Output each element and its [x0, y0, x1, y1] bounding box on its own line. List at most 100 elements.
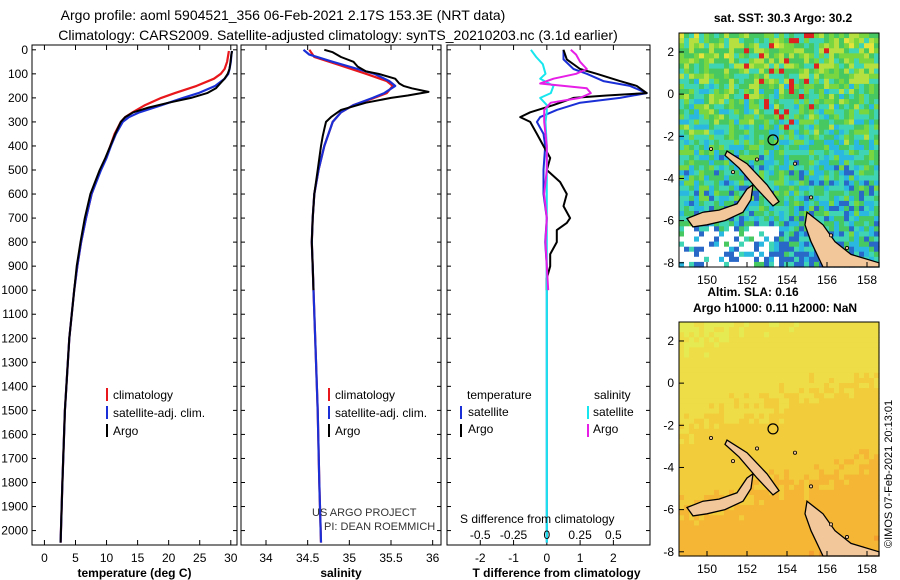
map-cell — [824, 211, 830, 217]
map-cell — [744, 357, 750, 364]
map-cell — [694, 495, 700, 501]
map-cell — [694, 515, 700, 521]
map-cell — [739, 352, 745, 359]
map-cell — [804, 322, 810, 328]
map-cell — [714, 367, 720, 374]
map-cell — [684, 393, 690, 399]
map-cell — [684, 388, 690, 394]
map-cell — [874, 510, 880, 516]
map-cell — [689, 43, 695, 49]
map-cell — [734, 505, 740, 511]
map-cell — [729, 241, 735, 248]
map-cell — [779, 357, 785, 364]
map-cell — [774, 53, 780, 59]
map-cell — [684, 510, 690, 516]
map-cell — [749, 535, 755, 542]
map-cell — [849, 99, 855, 105]
legend-label-satellite: satellite-adj. clim. — [335, 406, 427, 420]
map-cell — [689, 520, 695, 527]
map-cell — [819, 160, 825, 166]
map-cell — [839, 185, 845, 192]
map-cell — [779, 139, 785, 146]
map-cell — [744, 367, 750, 374]
map-cell — [864, 322, 870, 328]
map-cell — [864, 83, 870, 90]
map-cell — [789, 68, 795, 75]
map-cell — [844, 505, 850, 511]
legend-swatch-t-argo — [460, 424, 462, 437]
map-cell — [689, 94, 695, 100]
map-cell — [689, 58, 695, 65]
map-cell — [779, 322, 785, 328]
map-cell — [824, 221, 830, 227]
map-cell — [744, 58, 750, 65]
map-cell — [854, 403, 860, 410]
map-cell — [774, 322, 780, 328]
map-cell — [789, 337, 795, 343]
x-tick-label: 0 — [41, 551, 48, 565]
map-cell — [684, 99, 690, 105]
map-cell — [809, 444, 815, 450]
map-cell — [734, 378, 740, 384]
map-cell — [794, 119, 800, 126]
map-cell — [829, 393, 835, 399]
map-cell — [764, 155, 770, 161]
map-cell — [784, 129, 790, 136]
map-cell — [689, 408, 695, 415]
map-cell — [694, 185, 700, 192]
map-cell — [854, 357, 860, 364]
map-cell — [819, 200, 825, 207]
map-cell — [854, 372, 860, 379]
map-cell — [754, 388, 760, 394]
map-cell — [869, 104, 875, 110]
map-cell — [814, 352, 820, 359]
map-cell — [849, 206, 855, 212]
map-cell — [744, 337, 750, 343]
lon-tick-label: 158 — [857, 273, 877, 287]
map-cell — [724, 114, 730, 121]
map-cell — [714, 165, 720, 171]
map-cell — [689, 515, 695, 521]
map-cell — [824, 175, 830, 182]
map-cell — [689, 378, 695, 384]
map-cell — [864, 231, 870, 238]
map-cell — [804, 540, 810, 547]
map-cell — [829, 63, 835, 70]
map-cell — [834, 388, 840, 394]
map-cell — [794, 433, 800, 440]
map-cell — [724, 413, 730, 420]
map-cell — [754, 383, 760, 389]
map-cell — [704, 428, 710, 435]
map-cell — [774, 337, 780, 343]
map-cell — [839, 144, 845, 151]
map-cell — [724, 251, 730, 258]
map-cell — [864, 479, 870, 486]
map-cell — [859, 454, 865, 460]
lat-tick-label: -6 — [663, 214, 674, 228]
map-cell — [809, 119, 815, 126]
map-cell — [699, 322, 705, 328]
map-cell — [844, 372, 850, 379]
map-cell — [749, 68, 755, 75]
map-cell — [709, 104, 715, 110]
map-cell — [864, 393, 870, 399]
map-cell — [804, 535, 810, 542]
s-difference-label: S difference from climatology — [460, 512, 615, 526]
map-cell — [714, 68, 720, 75]
map-cell — [684, 261, 690, 268]
map-cell — [679, 43, 685, 49]
map-cell — [844, 211, 850, 217]
map-cell — [694, 200, 700, 207]
map-cell — [689, 206, 695, 212]
map-cell — [869, 408, 875, 415]
map-cell — [764, 241, 770, 248]
map-cell — [854, 474, 860, 481]
map-cell — [834, 119, 840, 126]
map-cell — [849, 170, 855, 176]
map-cell — [864, 109, 870, 115]
map-cell — [759, 510, 765, 516]
s-tick-label: 0 — [543, 528, 550, 542]
map-cell — [789, 43, 795, 49]
map-cell — [779, 83, 785, 90]
map-cell — [789, 464, 795, 471]
